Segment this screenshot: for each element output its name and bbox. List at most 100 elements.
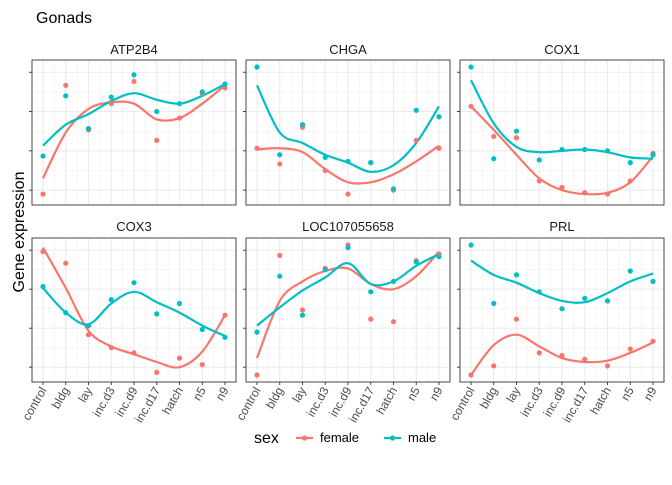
data-point-male: [40, 284, 46, 290]
data-point-female: [222, 85, 228, 91]
smooth-line-female: [470, 333, 654, 376]
data-point-female: [536, 178, 542, 184]
data-point-female: [582, 190, 588, 196]
data-point-female: [108, 101, 114, 107]
legend-label-female: female: [320, 430, 359, 445]
data-point-female: [413, 137, 419, 143]
panel-border: [459, 59, 665, 206]
x-tick-label: n5: [618, 384, 637, 403]
data-point-female: [604, 363, 611, 369]
panel-border: [245, 59, 451, 206]
data-point-female: [199, 362, 205, 368]
panel-border: [31, 59, 237, 206]
data-point-female: [604, 191, 611, 197]
data-point-female: [131, 78, 137, 85]
x-tick-label: lay: [75, 385, 95, 405]
data-point-male: [222, 81, 228, 87]
data-point-male: [63, 93, 69, 99]
data-point-female: [40, 191, 46, 197]
data-point-male: [199, 89, 205, 95]
data-point-male: [650, 152, 656, 158]
data-point-female: [85, 332, 92, 338]
data-point-female: [322, 167, 328, 174]
data-point-female: [559, 352, 565, 359]
data-point-female: [559, 184, 565, 191]
panel: CHGA: [243, 42, 451, 206]
data-point-male: [536, 157, 542, 163]
data-point-male: [604, 148, 611, 154]
data-point-male: [176, 300, 183, 307]
data-point-female: [108, 345, 114, 351]
data-point-male: [513, 128, 520, 134]
x-tick-label: n5: [404, 384, 423, 403]
data-point-female: [513, 135, 520, 141]
data-point-male: [413, 107, 419, 113]
smooth-line-female: [255, 250, 440, 359]
panel-title: ATP2B4: [110, 42, 157, 57]
data-point-male: [390, 278, 397, 284]
data-point-female: [650, 338, 656, 344]
data-point-female: [40, 248, 46, 255]
data-point-male: [299, 312, 306, 318]
chart-title: Gonads: [36, 10, 92, 27]
data-point-female: [390, 319, 397, 325]
data-point-male: [345, 158, 351, 164]
data-point-male: [254, 329, 260, 335]
legend-entries: female male: [296, 430, 436, 445]
legend-title: sex: [254, 430, 279, 447]
data-point-male: [559, 306, 565, 312]
smooth-line-female: [42, 84, 226, 179]
data-point-male: [604, 298, 611, 304]
data-point-male: [536, 289, 542, 295]
x-tick-label: n9: [427, 384, 446, 403]
data-point-female: [154, 369, 160, 375]
legend-key-point-male: [389, 435, 396, 441]
data-point-female: [491, 363, 497, 369]
data-point-female: [299, 307, 306, 313]
data-point-female: [277, 161, 283, 167]
data-point-male: [199, 326, 205, 333]
x-tick-label: n5: [190, 384, 209, 403]
data-point-female: [63, 260, 69, 266]
x-tick-label: hatch: [587, 385, 614, 417]
data-point-male: [108, 297, 114, 303]
x-tick-label: n9: [213, 384, 232, 403]
data-point-female: [627, 346, 633, 352]
y-axis-label: Gene expression: [11, 172, 28, 293]
data-point-female: [176, 115, 183, 121]
x-tick-label: control: [233, 385, 263, 423]
x-tick-label: bldg: [477, 385, 500, 412]
panel: ATP2B4: [29, 42, 237, 206]
smooth-line-female: [470, 105, 654, 196]
data-point-male: [85, 125, 92, 132]
data-point-male: [436, 254, 442, 260]
data-point-female: [154, 137, 160, 143]
data-point-male: [468, 242, 474, 248]
data-point-male: [513, 272, 520, 278]
smooth-line-male: [42, 287, 226, 338]
data-point-male: [413, 259, 419, 265]
data-point-female: [131, 350, 137, 356]
panel-title: CHGA: [329, 42, 367, 57]
data-point-male: [40, 153, 46, 159]
x-tick-label: control: [447, 385, 477, 423]
smooth-line-male: [42, 83, 226, 147]
data-point-female: [468, 103, 474, 109]
data-point-female: [254, 372, 260, 378]
data-point-male: [436, 114, 442, 120]
data-point-female: [536, 350, 542, 356]
data-point-male: [650, 278, 656, 284]
data-point-male: [63, 310, 69, 316]
panel-title: COX3: [116, 219, 151, 234]
panel: COX1: [457, 42, 665, 206]
smooth-line-male: [256, 253, 440, 327]
x-tick-label: lay: [289, 385, 309, 405]
data-point-male: [154, 108, 160, 115]
data-point-male: [368, 160, 374, 166]
data-point-male: [131, 72, 137, 78]
data-point-female: [627, 178, 633, 184]
